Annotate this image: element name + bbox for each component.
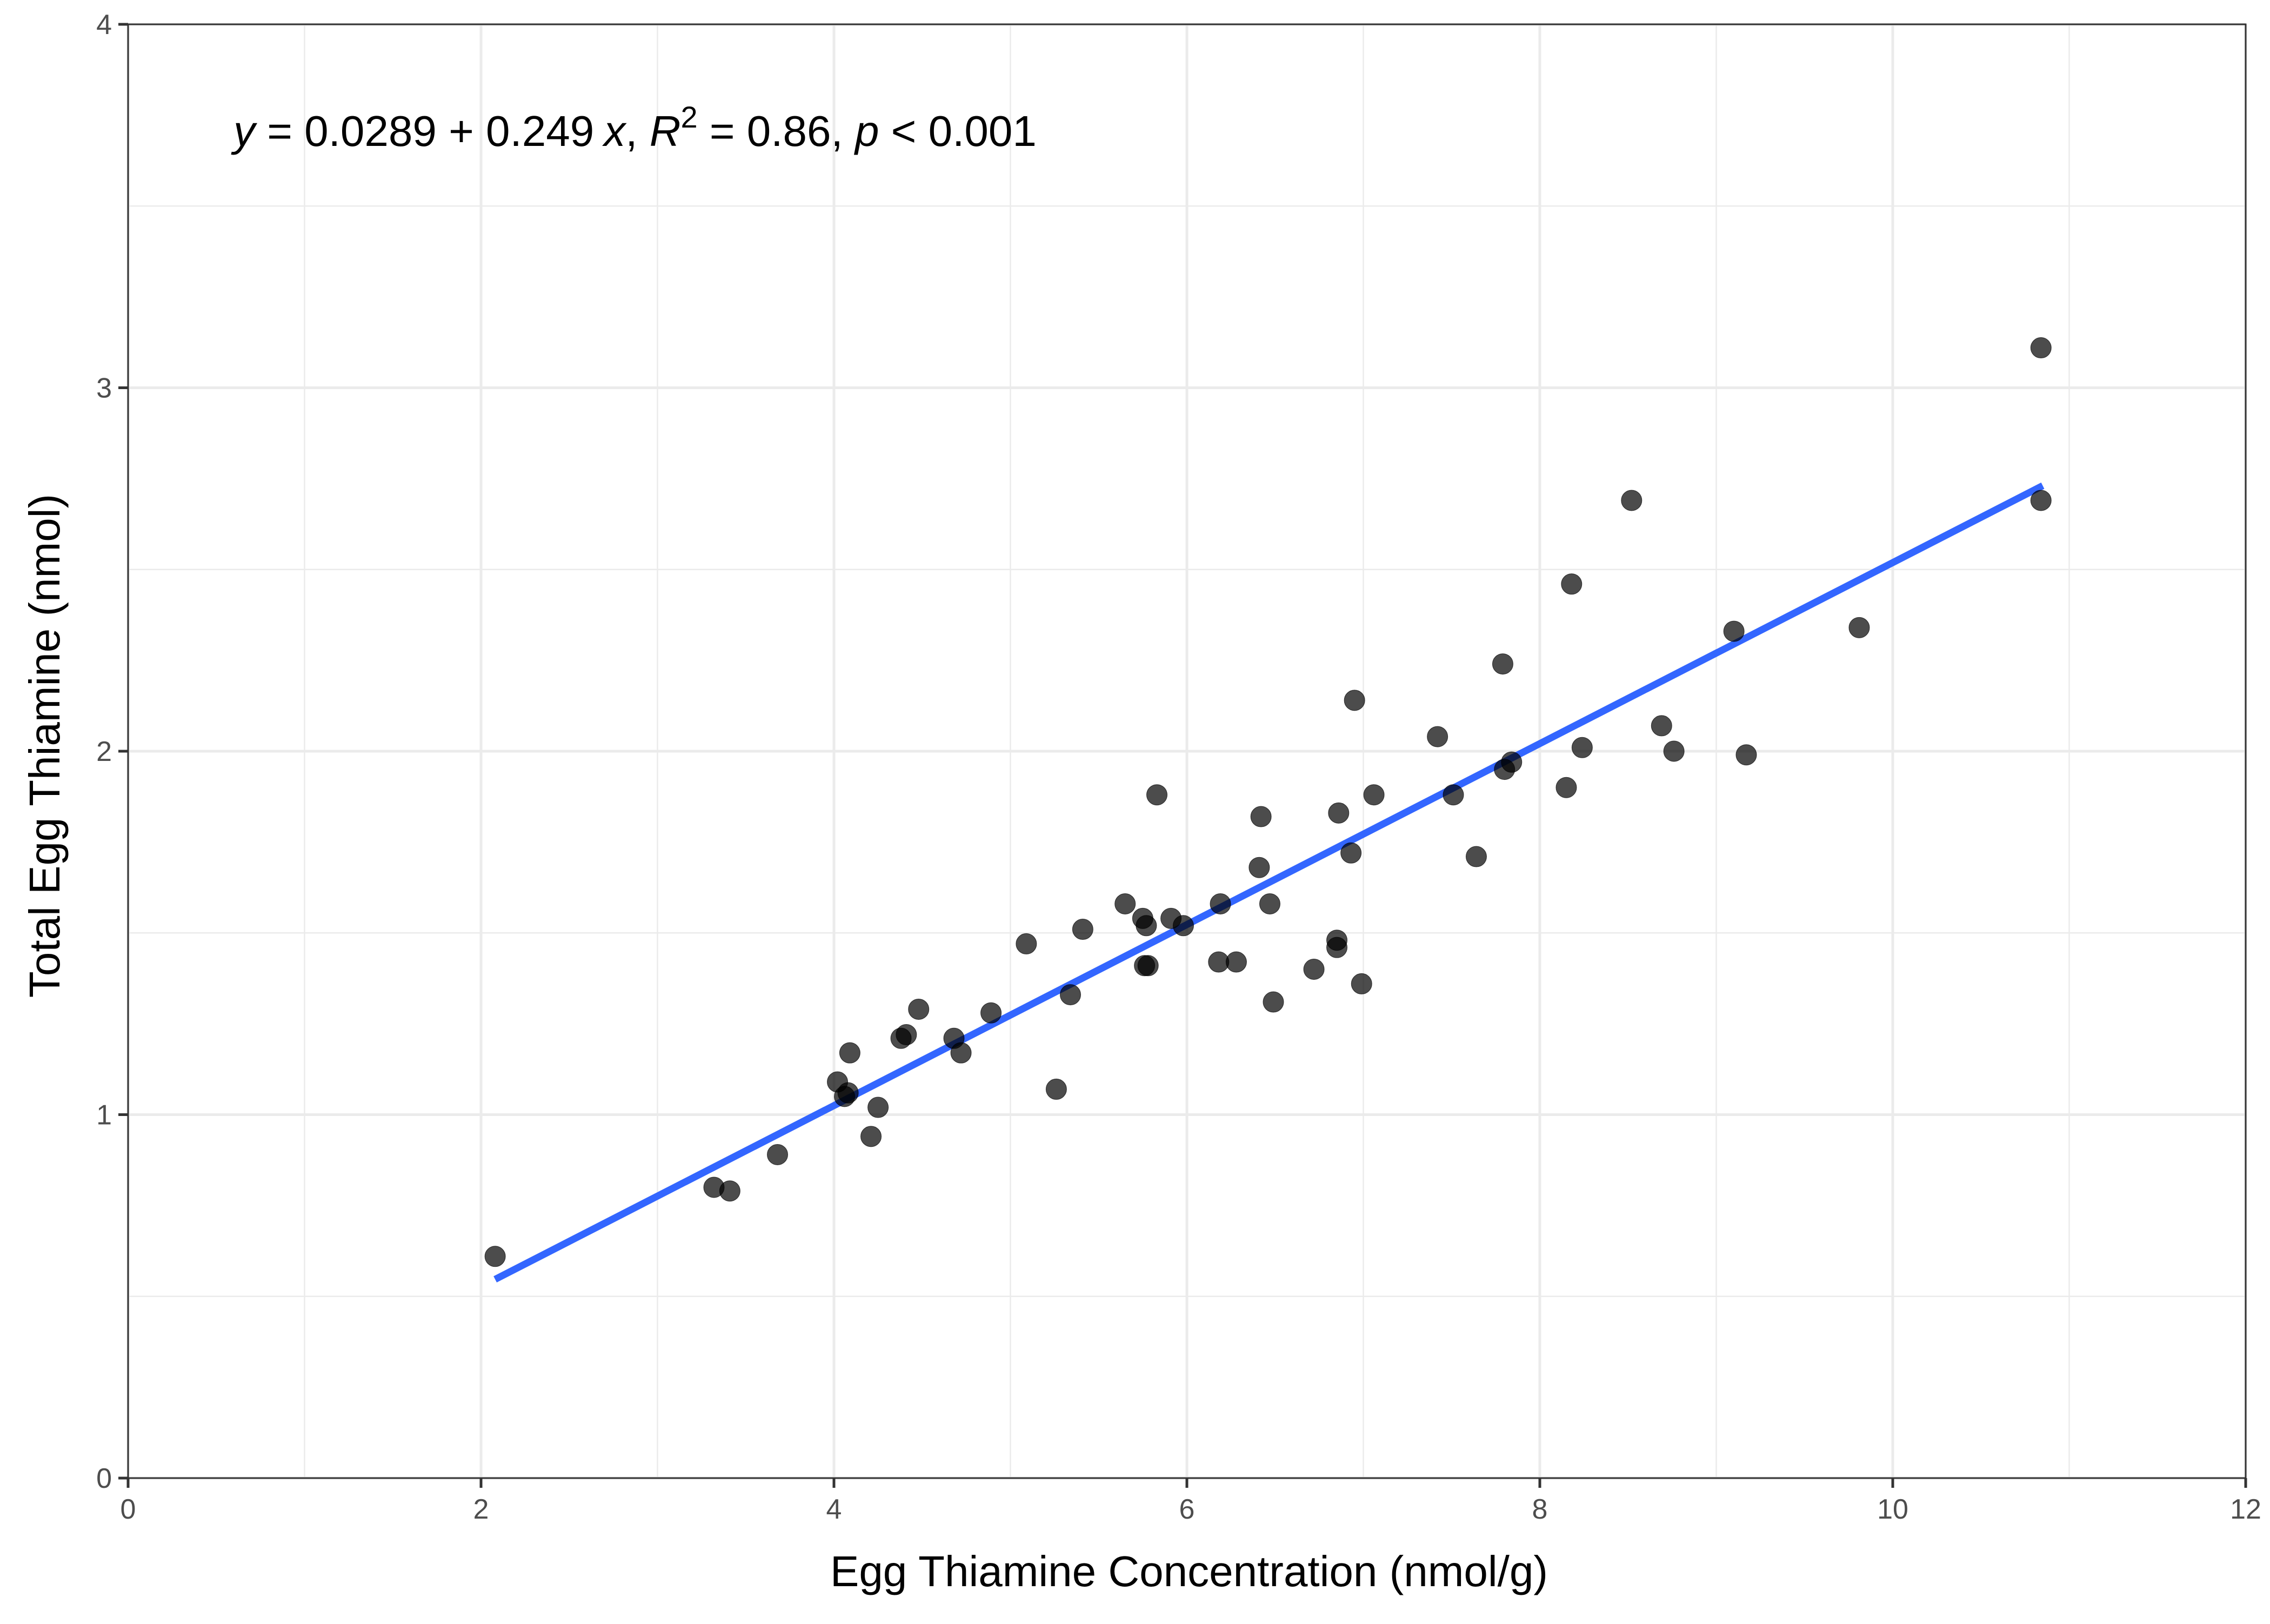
- scatter-point: [1136, 915, 1157, 937]
- scatter-point: [860, 1126, 882, 1147]
- x-axis-title: Egg Thiamine Concentration (nmol/g): [830, 1547, 1548, 1595]
- scatter-point: [1492, 653, 1513, 675]
- scatter-point: [1259, 893, 1280, 914]
- scatter-point: [1344, 690, 1365, 711]
- annotation-plus: +: [437, 107, 486, 155]
- scatter-point: [1137, 955, 1159, 977]
- scatter-point: [1340, 842, 1362, 864]
- scatter-point: [980, 1002, 1002, 1024]
- scatter-point: [767, 1144, 789, 1165]
- x-tick-label: 4: [826, 1494, 842, 1525]
- regression-fit-line: [493, 482, 2045, 1283]
- scatter-point: [837, 1082, 859, 1104]
- scatter-point: [1263, 991, 1284, 1013]
- y-tick-label: 0: [96, 1463, 112, 1494]
- scatter-point: [1210, 893, 1231, 914]
- scatter-point: [1427, 726, 1448, 747]
- x-tick-label: 2: [473, 1494, 489, 1525]
- scatter-point: [1045, 1078, 1067, 1100]
- scatter-point: [1443, 784, 1464, 806]
- y-tick-label: 3: [96, 373, 112, 404]
- regression-equation-annotation: y = 0.0289 + 0.249 x, R2 = 0.86, p < 0.00…: [231, 100, 1037, 155]
- y-tick-label: 1: [96, 1100, 112, 1131]
- x-axis: 0 2 4 6 8 10 12: [121, 1478, 2261, 1525]
- annotation-comma-2: ,: [831, 107, 855, 155]
- scatter-point: [1465, 846, 1487, 867]
- y-axis: 0 1 2 3 4: [96, 9, 128, 1494]
- scatter-point: [908, 998, 930, 1020]
- y-tick-label: 4: [96, 9, 112, 41]
- annotation-p-value: < 0.001: [879, 107, 1036, 155]
- scatter-point: [1016, 933, 1037, 954]
- scatter-point: [1072, 919, 1093, 940]
- scatter-point: [1555, 777, 1577, 798]
- scatter-point: [1326, 937, 1348, 958]
- scatter-point: [484, 1246, 506, 1267]
- scatter-point: [1561, 573, 1583, 595]
- scatter-point: [839, 1042, 860, 1064]
- regression-line-layer: [493, 482, 2045, 1283]
- annotation-equals: =: [255, 107, 304, 155]
- x-tick-label: 0: [121, 1494, 136, 1525]
- annotation-intercept: 0.0289: [304, 107, 437, 155]
- y-tick-label: 2: [96, 736, 112, 767]
- scatter-point: [1250, 806, 1272, 827]
- annotation-p-variable: p: [854, 107, 879, 155]
- annotation-comma-1: ,: [625, 107, 649, 155]
- scatter-point: [1848, 617, 1870, 638]
- scatter-point: [1351, 973, 1372, 994]
- scatter-point: [1328, 802, 1350, 824]
- scatter-point: [1663, 740, 1685, 762]
- scatter-point: [950, 1042, 972, 1064]
- x-tick-label: 12: [2230, 1494, 2261, 1525]
- scatter-point: [1172, 915, 1194, 937]
- scatter-point: [1146, 784, 1167, 806]
- scatter-point: [2030, 490, 2052, 511]
- annotation-slope: 0.249: [486, 107, 594, 155]
- x-tick-label: 8: [1532, 1494, 1548, 1525]
- scatter-point: [1114, 893, 1136, 914]
- annotation-y-variable: y: [231, 107, 258, 155]
- scatter-point: [1303, 959, 1325, 980]
- scatter-points: [484, 337, 2052, 1267]
- scatter-point: [719, 1180, 740, 1202]
- scatter-point: [1735, 744, 1757, 766]
- scatter-point: [1501, 751, 1523, 773]
- scatter-point: [1363, 784, 1385, 806]
- scatter-point: [1060, 984, 1081, 1006]
- scatter-point: [1723, 620, 1745, 642]
- scatter-point: [867, 1097, 889, 1118]
- scatter-point: [1621, 490, 1643, 511]
- annotation-x-variable: x: [602, 107, 627, 155]
- y-axis-title: Total Egg Thiamine (nmol): [21, 494, 69, 998]
- scatter-point: [2030, 337, 2052, 359]
- x-tick-label: 6: [1179, 1494, 1195, 1525]
- annotation-r-value: = 0.86: [698, 107, 831, 155]
- annotation-r-exponent: 2: [680, 100, 697, 134]
- annotation-r-variable: R: [650, 107, 681, 155]
- scatter-point: [896, 1024, 917, 1046]
- scatter-point: [1225, 951, 1247, 973]
- scatter-point: [1248, 857, 1270, 878]
- scatter-point: [1651, 715, 1672, 737]
- scatter-point: [1571, 737, 1593, 758]
- x-tick-label: 10: [1877, 1494, 1908, 1525]
